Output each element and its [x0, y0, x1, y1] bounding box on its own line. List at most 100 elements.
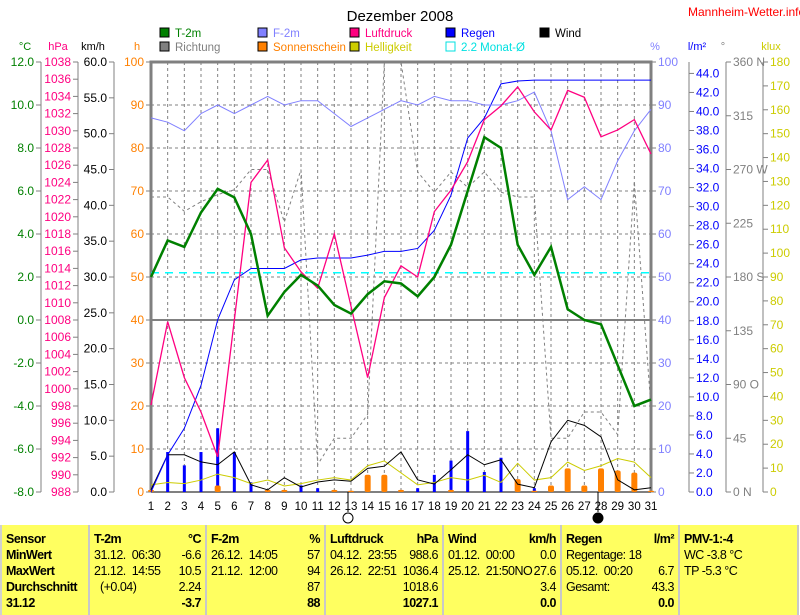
column-title: Wind — [448, 531, 476, 547]
axis-tick-label: 28.0 — [696, 219, 720, 233]
axis-tick-label: 0 — [137, 485, 144, 499]
legend-label: F-2m — [273, 28, 300, 40]
axis-tick-label: 4.0 — [696, 447, 713, 461]
axis-tick-label: 1018 — [44, 227, 71, 241]
axis-tick-label: 0 — [770, 485, 777, 499]
table-cell: 3.4 — [448, 579, 556, 595]
axis-tick-label: 60 — [770, 342, 784, 356]
legend-swatch — [160, 28, 169, 37]
x-tick-label: 24 — [528, 501, 541, 513]
axis-tick-label: 1002 — [44, 365, 71, 379]
axis-tick-label: 15.0 — [84, 378, 108, 392]
column-unit: hPa — [417, 531, 438, 547]
axis-tick-label: 5.0 — [90, 449, 107, 463]
table-cell: (+0.04)2.24 — [94, 579, 201, 595]
sunshine-bar — [581, 486, 587, 492]
axis-tick-label: 16.0 — [696, 333, 720, 347]
cell-value: 1027.1 — [403, 595, 438, 611]
x-tick-label: 13 — [345, 501, 358, 513]
legend-label: Sonnenschein — [273, 42, 346, 54]
cell-label: (+0.04) — [94, 579, 136, 595]
cell-value: 0.0 — [540, 595, 556, 611]
table-cell: -3.7 — [94, 595, 201, 611]
axis-unit-label: % — [650, 41, 660, 53]
axis-tick-label: 20.0 — [84, 342, 108, 356]
axis-tick-label: 45.0 — [84, 163, 108, 177]
axis-tick-label: 14.0 — [696, 352, 720, 366]
cell-value: 6.7 — [658, 563, 674, 579]
rain-daily-bar — [233, 452, 236, 492]
axis-tick-label: 120 — [770, 198, 790, 212]
x-tick-label: 7 — [248, 501, 254, 513]
x-tick-label: 8 — [264, 501, 270, 513]
axis-tick-label: 20 — [658, 399, 672, 413]
axis-tick-label: 8.0 — [17, 141, 34, 155]
axis-tick-label: 18.0 — [696, 314, 720, 328]
axis-tick-label: 60.0 — [84, 55, 108, 69]
axis-tick-label: 1016 — [44, 244, 71, 258]
table-cell: 0.0 — [566, 595, 674, 611]
x-tick-label: 29 — [611, 501, 624, 513]
axis-tick-label: 25.0 — [84, 306, 108, 320]
axis-tick-label: 0.0 — [17, 313, 34, 327]
axis-tick-label: 35.0 — [84, 234, 108, 248]
column-title: T-2m — [94, 531, 121, 547]
x-tick-label: 30 — [628, 501, 641, 513]
axis-tick-label: 100 — [770, 246, 790, 260]
site-link[interactable]: Mannheim-Wetter.info — [688, 5, 800, 19]
axis-tick-label: 1000 — [44, 382, 71, 396]
cell-label: 25.12. 21:50NO — [448, 563, 532, 579]
column-title: Luftdruck — [330, 531, 383, 547]
axis-tick-label: 10.0 — [696, 390, 720, 404]
x-tick-label: 5 — [214, 501, 220, 513]
axis-tick-label: 1010 — [44, 296, 71, 310]
table-column-header: T-2m°C — [94, 531, 201, 547]
axis-tick-label: 140 — [770, 151, 790, 165]
axis-unit-label: km/h — [81, 41, 105, 53]
axis-tick-label: -2.0 — [13, 356, 34, 370]
axis-tick-label: 90 — [131, 98, 145, 112]
new-moon-icon — [593, 513, 603, 523]
cell-value: 1036.4 — [403, 563, 438, 579]
x-tick-label: 27 — [578, 501, 591, 513]
axis-tick-label: 315 — [733, 109, 753, 123]
axis-tick-label: 1020 — [44, 210, 71, 224]
axis-tick-label: 0 — [658, 485, 665, 499]
column-unit: % — [309, 531, 320, 547]
axis-tick-label: 30 — [131, 356, 145, 370]
legend-label: Wind — [555, 28, 581, 40]
axis-tick-label: 70 — [658, 184, 672, 198]
axis-tick-label: 2.0 — [696, 466, 713, 480]
sunshine-bar — [598, 468, 604, 492]
cell-label: Gesamt: — [566, 579, 610, 595]
x-tick-label: 21 — [478, 501, 491, 513]
axis-tick-label: 130 — [770, 174, 790, 188]
axis-tick-label: 6.0 — [17, 184, 34, 198]
x-tick-label: 20 — [461, 501, 474, 513]
axis-tick-label: 10 — [658, 442, 672, 456]
table-cell: 87 — [211, 579, 320, 595]
axis-unit-label: °C — [19, 41, 31, 53]
x-tick-label: 16 — [395, 501, 408, 513]
sunshine-bar — [215, 486, 221, 492]
table-cell: 1027.1 — [330, 595, 438, 611]
axis-tick-label: 12.0 — [11, 55, 35, 69]
sunshine-bar — [398, 490, 404, 492]
axis-tick-label: 994 — [51, 433, 71, 447]
table-row-label: MaxWert — [6, 563, 84, 579]
axis-tick-label: 1028 — [44, 141, 71, 155]
x-tick-label: 12 — [328, 501, 341, 513]
axis-tick-label: 0.0 — [90, 485, 107, 499]
axis-tick-label: 30 — [658, 356, 672, 370]
axis-tick-label: 170 — [770, 79, 790, 93]
axis-tick-label: 988 — [51, 485, 71, 499]
legend-swatch-monthly-average — [446, 42, 455, 51]
